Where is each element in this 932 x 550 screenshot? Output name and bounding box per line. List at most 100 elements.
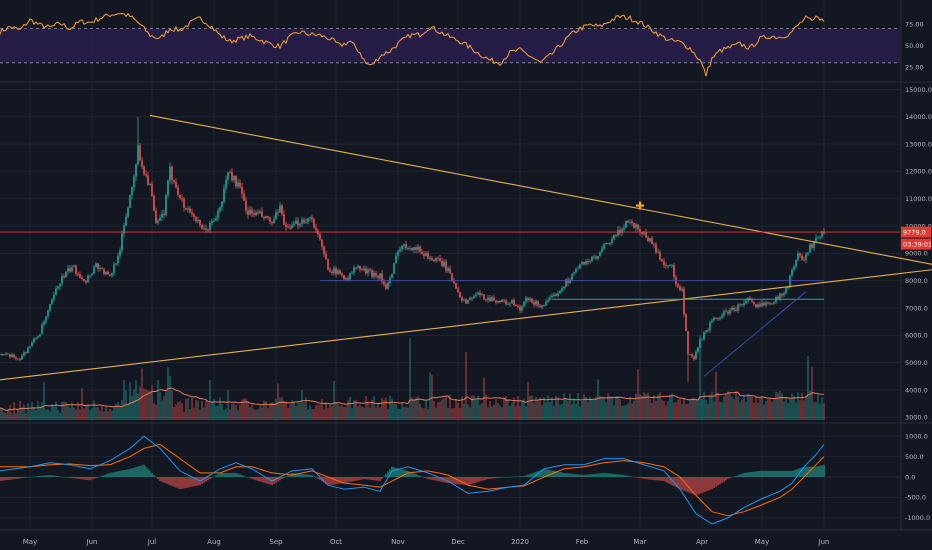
macd-histogram-bar [689,477,691,494]
volume-bar [623,405,625,420]
macd-histogram-bar [413,473,415,477]
candle [551,296,553,298]
time-axis[interactable]: May Jun Jul Aug Sep Oct Nov Dec 2020 Feb Mar Apr May… [23,538,830,546]
candle [377,275,379,278]
candle [523,301,525,306]
volume-bar [673,402,675,420]
macd-histogram-bar [147,468,149,477]
candle [183,198,185,208]
volume-bar [341,405,343,420]
macd-histogram-bar [365,477,367,480]
macd-histogram-bar [545,469,547,477]
macd-histogram-bar [139,465,141,477]
macd-histogram-bar [813,466,815,477]
macd-histogram-bar [659,477,661,481]
time-axis-label: Jul [147,538,157,546]
volume-bar [485,394,487,420]
candle [543,304,545,306]
macd-histogram-bar [629,476,631,477]
candle [419,246,421,252]
macd-histogram-bar [309,474,311,477]
candle [269,217,271,222]
volume-bar [27,403,29,420]
price-axis-label: 4000.0 [905,386,928,394]
macd-histogram-bar [53,475,55,477]
macd-histogram-bar [333,477,335,485]
candle [513,299,515,306]
volume-bar [571,403,573,420]
candle [347,278,349,280]
volume-bar [551,397,553,420]
volume-bar [439,401,441,420]
price-axis-label: 14000.0 [905,113,932,121]
volume-bar [513,397,515,420]
macd-histogram-bar [501,477,503,478]
macd-histogram-bar [741,473,743,477]
macd-histogram-bar [205,477,207,482]
candle [79,274,81,278]
last-price-label: 9779.0 [903,228,926,236]
macd-histogram-bar [617,474,619,477]
macd-histogram-bar [109,472,111,477]
price-axis[interactable]: 75.00 50.00 25.00 15000.0 14000.0 13000.0 1200… [905,20,932,522]
rsi-pane[interactable] [0,12,900,77]
volume-bar [573,398,575,420]
macd-histogram-bar [299,473,301,477]
volume-bar [213,398,215,420]
candle [133,176,135,188]
candle [601,248,603,252]
volume-bar [761,396,763,420]
macd-histogram-bar [695,477,697,496]
candle [23,352,25,356]
macd-histogram-bar [59,476,61,477]
price-pane[interactable] [0,114,932,382]
candle [817,237,819,239]
candle [325,253,327,260]
candle [275,212,277,219]
candle [755,304,757,308]
macd-histogram-bar [401,469,403,477]
candle [707,330,709,332]
volume-bar [393,403,395,420]
volume-bar [617,396,619,420]
macd-histogram-bar [153,474,155,477]
macd-histogram-bar [767,470,769,477]
macd-histogram-bar [477,477,479,483]
macd-histogram-bar [367,477,369,480]
macd-histogram-bar [427,477,429,480]
macd-histogram-bar [779,470,781,477]
volume-bar [479,404,481,420]
macd-histogram-bar [661,477,663,481]
volume-bar [277,383,279,420]
macd-histogram-bar [719,477,721,485]
volume-bar [383,399,385,420]
volume-bar [285,401,287,420]
rsi-axis-label: 25.00 [905,63,924,71]
macd-histogram-bar [1,477,3,481]
candle [0,354,1,355]
candle [109,274,111,276]
candle [285,224,287,227]
macd-histogram-bar [97,477,99,478]
candle [393,263,395,274]
candle [319,234,321,240]
volume-bar [665,405,667,420]
volume-bar [797,392,799,420]
macd-histogram-bar [17,477,19,479]
volume-bar [317,404,319,420]
macd-pane[interactable] [0,435,825,525]
volume-bar [481,403,483,420]
candle [17,358,19,360]
volume-bar [209,379,211,420]
macd-histogram-bar [791,470,793,477]
plus-marker-icon[interactable] [636,201,644,210]
volume-bar [71,402,73,420]
volume-bar [521,401,523,420]
volume-bar [7,409,9,420]
candle [63,276,65,278]
candle [345,278,347,280]
candle [355,267,357,269]
volume-bar [475,399,477,420]
